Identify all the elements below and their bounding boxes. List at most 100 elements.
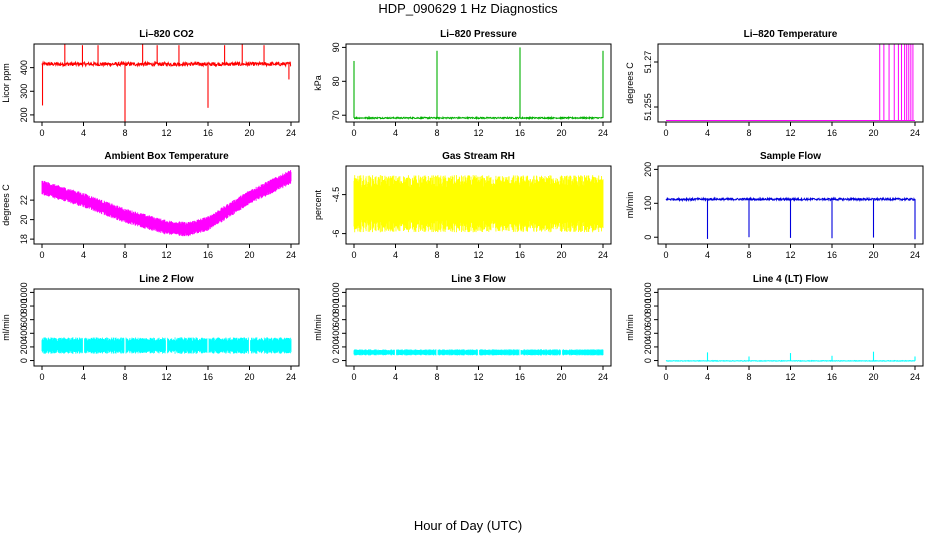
panel-pressure: Li–820 Pressure 0 4 8 12 16 20 24 70 80 90 kPa (313, 29, 612, 138)
y-tick-label: 400 (19, 60, 29, 75)
x-tick-label: 12 (161, 250, 171, 260)
x-axis-label: Hour of Day (UTC) (413, 518, 523, 533)
x-tick-label: 16 (827, 372, 837, 382)
x-tick-label: 16 (203, 128, 213, 138)
y-tick-label: 20 (19, 215, 29, 225)
x-tick-label: 4 (705, 128, 710, 138)
x-tick-label: 12 (161, 128, 171, 138)
series-line3 (353, 289, 604, 366)
series-line2 (41, 289, 292, 366)
x-tick-label: 0 (351, 372, 356, 382)
x-tick-label: 8 (746, 128, 751, 138)
y-tick-label: 800 (643, 299, 653, 314)
y-tick-label: 400 (643, 326, 653, 341)
plot-frame (657, 43, 924, 123)
series-co2 (41, 44, 292, 122)
x-tick-label: 0 (39, 128, 44, 138)
x-tick-label: 24 (598, 372, 608, 382)
x-tick-label: 20 (556, 128, 566, 138)
x-tick-label: 8 (434, 372, 439, 382)
x-tick-label: 8 (122, 250, 127, 260)
x-tick-label: 4 (81, 372, 86, 382)
y-tick-label: 0 (331, 358, 341, 363)
figure-title: HDP_090629 1 Hz Diagnostics (378, 1, 558, 16)
panel-title: Li–820 CO2 (139, 29, 194, 40)
y-tick-label: 70 (331, 110, 341, 120)
x-tick-label: 12 (161, 372, 171, 382)
panel-sample_flow: Sample Flow 0 4 8 12 16 20 24 0 100 200 ml/min (625, 151, 924, 260)
y-tick-label: 200 (643, 339, 653, 354)
x-tick-label: 4 (705, 250, 710, 260)
x-tick-label: 20 (244, 128, 254, 138)
x-tick-label: 20 (244, 250, 254, 260)
x-tick-label: 16 (515, 372, 525, 382)
y-tick-label: 600 (331, 312, 341, 327)
y-tick-label: 100 (643, 196, 653, 211)
x-tick-label: 16 (827, 128, 837, 138)
y-tick-label: 22 (19, 195, 29, 205)
y-tick-label: 400 (19, 326, 29, 341)
series-sample_flow (665, 196, 916, 240)
series-line (41, 60, 292, 68)
x-tick-label: 8 (434, 250, 439, 260)
x-tick-label: 0 (351, 250, 356, 260)
panel-title: Line 4 (LT) Flow (753, 274, 829, 285)
y-tick-label: 90 (331, 42, 341, 52)
series-ambient (41, 170, 292, 237)
y-tick-label: 0 (643, 358, 653, 363)
x-tick-label: 16 (203, 250, 213, 260)
y-axis-label: degrees C (1, 184, 11, 226)
y-axis-label: ml/min (625, 314, 635, 341)
y-tick-label: 200 (19, 107, 29, 122)
x-tick-label: 8 (746, 372, 751, 382)
x-tick-label: 16 (827, 250, 837, 260)
series-rh (353, 175, 604, 233)
y-tick-label: 600 (19, 312, 29, 327)
series-pressure (353, 47, 604, 121)
x-tick-label: 0 (39, 372, 44, 382)
y-tick-label: 1000 (643, 282, 653, 302)
x-tick-label: 4 (393, 372, 398, 382)
y-axis-label: percent (313, 189, 323, 220)
x-tick-label: 24 (286, 372, 296, 382)
x-tick-label: 16 (515, 250, 525, 260)
y-axis-label: ml/min (1, 314, 11, 341)
plot-frame (345, 43, 612, 123)
x-tick-label: 12 (473, 372, 483, 382)
y-tick-label: 0 (19, 358, 29, 363)
panel-title: Line 2 Flow (139, 274, 194, 285)
y-axis-label: ml/min (625, 192, 635, 219)
series-line (665, 196, 916, 203)
y-tick-label: 200 (19, 339, 29, 354)
x-tick-label: 20 (244, 372, 254, 382)
y-tick-label: 1000 (331, 282, 341, 302)
x-tick-label: 8 (746, 250, 751, 260)
x-tick-label: 4 (705, 372, 710, 382)
x-tick-label: 24 (598, 250, 608, 260)
x-tick-label: 16 (515, 128, 525, 138)
series-band (41, 170, 292, 237)
panel-line4: Line 4 (LT) Flow 0 4 8 12 16 20 24 0 200400600800… (625, 274, 924, 382)
y-tick-label: 80 (331, 76, 341, 86)
panel-rh: Gas Stream RH 0 4 8 12 16 20 24 -6 -4.5 percent (313, 151, 612, 260)
y-tick-label: 51.27 (643, 51, 653, 74)
x-tick-label: 20 (868, 372, 878, 382)
y-tick-label: 51.255 (643, 93, 653, 121)
x-tick-label: 24 (910, 250, 920, 260)
x-tick-label: 24 (910, 128, 920, 138)
y-tick-label: 0 (643, 235, 653, 240)
y-tick-label: -6 (331, 230, 341, 238)
y-axis-label: Licor ppm (1, 63, 11, 103)
x-tick-label: 0 (663, 372, 668, 382)
y-tick-label: 200 (643, 162, 653, 177)
series-band (353, 175, 604, 233)
y-axis-label: kPa (313, 75, 323, 91)
x-tick-label: 8 (122, 372, 127, 382)
y-tick-label: -4.5 (331, 187, 341, 203)
x-tick-label: 8 (122, 128, 127, 138)
series-temperature (666, 44, 915, 121)
y-axis-label: degrees C (625, 62, 635, 104)
plot-frame (33, 43, 300, 123)
